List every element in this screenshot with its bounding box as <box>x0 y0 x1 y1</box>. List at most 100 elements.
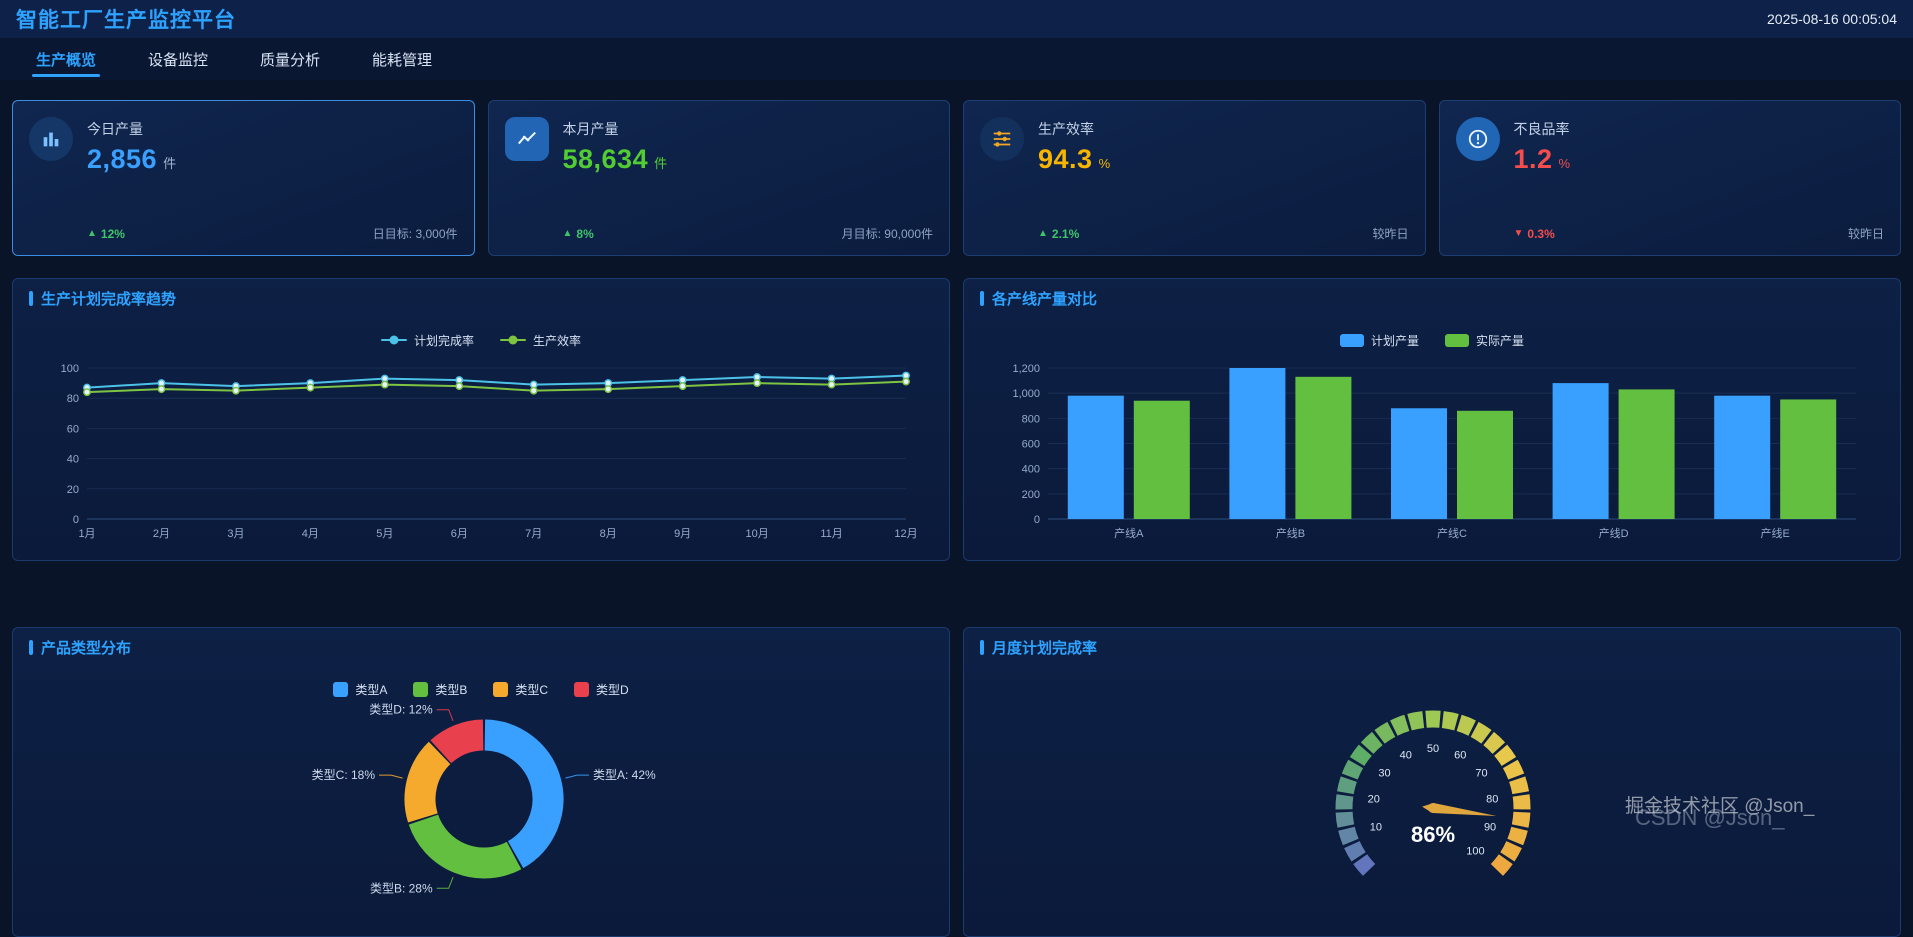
kpi-row: 今日产量 2,856 件 ▲ 12% 日目标: 3,000件 本月产量 <box>12 100 1901 256</box>
legend-label: 生产效率 <box>533 333 582 348</box>
svg-text:50: 50 <box>1427 743 1439 755</box>
svg-text:8月: 8月 <box>600 528 617 540</box>
legend-marker <box>500 335 526 345</box>
legend-item[interactable]: 实际产量 <box>1445 332 1524 349</box>
svg-text:800: 800 <box>1022 413 1040 425</box>
svg-text:9月: 9月 <box>674 528 691 540</box>
tab-equipment-monitor[interactable]: 设备监控 <box>148 51 209 69</box>
svg-text:产线A: 产线A <box>1114 526 1144 540</box>
legend-item[interactable]: 类型C <box>493 681 548 698</box>
svg-text:产线D: 产线D <box>1599 526 1629 540</box>
legend-pie: 类型A 类型B 类型C 类型D <box>29 678 933 700</box>
legend-marker <box>574 681 590 697</box>
trend-value: 12% <box>100 226 125 241</box>
kpi-compare: 较昨日 <box>1372 227 1409 241</box>
svg-text:90: 90 <box>1484 822 1496 834</box>
panel-title-trend: 生产计划完成率趋势 <box>29 287 933 309</box>
legend-label: 类型A <box>355 682 388 697</box>
svg-text:11月: 11月 <box>820 528 842 540</box>
kpi-label: 今日产量 <box>87 121 143 137</box>
header-bar: 智能工厂生产监控平台 2025-08-16 00:05:04 <box>0 0 1913 38</box>
legend-label: 类型B <box>435 682 468 697</box>
bar-chart-icon <box>29 117 73 161</box>
svg-text:7月: 7月 <box>525 528 542 540</box>
legend-marker <box>1339 333 1364 347</box>
svg-text:4月: 4月 <box>302 528 319 540</box>
nav-tabs: 生产概览 设备监控 质量分析 能耗管理 <box>0 38 1913 80</box>
svg-text:产线C: 产线C <box>1437 526 1467 540</box>
svg-text:10月: 10月 <box>745 528 768 540</box>
trend-value: 8% <box>576 226 594 241</box>
alert-icon <box>1455 117 1500 161</box>
legend-item[interactable]: 类型A <box>333 681 387 698</box>
legend-trend: 计划完成率 生产效率 <box>29 329 933 351</box>
svg-text:1月: 1月 <box>78 528 95 540</box>
svg-text:86%: 86% <box>1411 822 1455 847</box>
kpi-value: 2,856 <box>87 144 158 174</box>
legend-item[interactable]: 类型B <box>413 681 467 698</box>
trend-line-chart: 0 20 40 60 80 100 1月 2月 3月 4月 5月 6月 7月 8月 9月 10月 11月 12月 <box>61 363 918 540</box>
svg-text:类型D: 12%: 类型D: 12% <box>369 703 433 717</box>
svg-text:80: 80 <box>67 393 79 405</box>
svg-text:产线E: 产线E <box>1761 526 1790 540</box>
kpi-target: 日目标: 3,000件 <box>372 227 458 241</box>
panel-title-pie: 产品类型分布 <box>29 636 933 658</box>
kpi-label: 生产效率 <box>1038 121 1094 137</box>
kpi-unit: % <box>1558 156 1571 171</box>
kpi-card-today-output: 今日产量 2,856 件 ▲ 12% 日目标: 3,000件 <box>12 100 475 256</box>
svg-text:60: 60 <box>67 423 79 435</box>
svg-text:0: 0 <box>73 514 79 526</box>
kpi-unit: 件 <box>654 156 668 171</box>
kpi-unit: % <box>1098 156 1111 171</box>
tab-production-overview[interactable]: 生产概览 <box>10 38 122 80</box>
kpi-unit: 件 <box>163 156 177 171</box>
kpi-value: 94.3 <box>1038 144 1093 174</box>
legend-marker <box>413 681 429 697</box>
svg-text:20: 20 <box>1368 794 1380 806</box>
svg-text:1,200: 1,200 <box>1012 363 1040 375</box>
line-chart-icon <box>504 117 549 161</box>
svg-text:60: 60 <box>1454 750 1466 762</box>
svg-text:20: 20 <box>67 484 79 496</box>
app-title: 智能工厂生产监控平台 <box>16 9 236 32</box>
panel-line-output-comparison: 各产线产量对比 计划产量 实际产量 0 200 400 600 800 1,000 1,200… <box>963 278 1901 561</box>
legend-label: 实际产量 <box>1476 333 1525 348</box>
panel-title-gauge: 月度计划完成率 <box>980 636 1884 658</box>
legend-marker <box>380 335 407 345</box>
trend-up-icon: ▲ <box>1038 228 1048 239</box>
svg-text:200: 200 <box>1022 489 1040 501</box>
svg-text:5月: 5月 <box>376 528 393 540</box>
panel-product-type-distribution: 产品类型分布 类型A 类型B 类型C 类型D 类型A: 42% 类型B: 28% 类型C:… <box>12 627 950 937</box>
trend-down-icon: ▼ <box>1513 228 1524 239</box>
legend-item[interactable]: 类型D <box>574 681 629 698</box>
kpi-card-month-output: 本月产量 58,634 件 ▲ 8% 月目标: 90,000件 <box>487 100 950 256</box>
kpi-value: 58,634 <box>562 144 649 174</box>
kpi-trend: ▼ 0.3% <box>1514 227 1555 241</box>
tab-quality-analysis[interactable]: 质量分析 <box>260 51 321 69</box>
svg-text:3月: 3月 <box>227 528 244 540</box>
sliders-icon <box>980 117 1024 161</box>
kpi-trend: ▲ 8% <box>563 227 594 241</box>
svg-text:70: 70 <box>1475 768 1487 780</box>
trend-up-icon: ▲ <box>562 228 573 239</box>
panel-plan-completion-trend: 生产计划完成率趋势 计划完成率 生产效率 0 20 40 60 80 100 1月 2月 3月 4月… <box>12 278 950 561</box>
legend-item[interactable]: 计划完成率 <box>380 332 474 349</box>
trend-value: 2.1% <box>1051 226 1080 241</box>
svg-text:80: 80 <box>1486 794 1498 806</box>
kpi-trend: ▲ 2.1% <box>1038 227 1079 241</box>
trend-up-icon: ▲ <box>87 228 97 239</box>
tab-energy-management[interactable]: 能耗管理 <box>372 51 433 69</box>
svg-text:类型C: 18%: 类型C: 18% <box>312 768 376 782</box>
svg-text:600: 600 <box>1022 439 1040 451</box>
legend-item[interactable]: 计划产量 <box>1339 332 1419 349</box>
kpi-label: 本月产量 <box>562 121 619 137</box>
kpi-trend: ▲ 12% <box>87 227 125 241</box>
svg-text:1,000: 1,000 <box>1012 388 1040 400</box>
panel-monthly-plan-completion: 月度计划完成率 10 20 30 40 50 60 70 80 90 100 86% <box>963 627 1901 937</box>
svg-text:2月: 2月 <box>153 528 170 540</box>
kpi-target: 月目标: 90,000件 <box>841 227 933 241</box>
legend-item[interactable]: 生产效率 <box>500 332 581 349</box>
svg-text:400: 400 <box>1022 464 1040 476</box>
svg-text:6月: 6月 <box>451 528 468 540</box>
